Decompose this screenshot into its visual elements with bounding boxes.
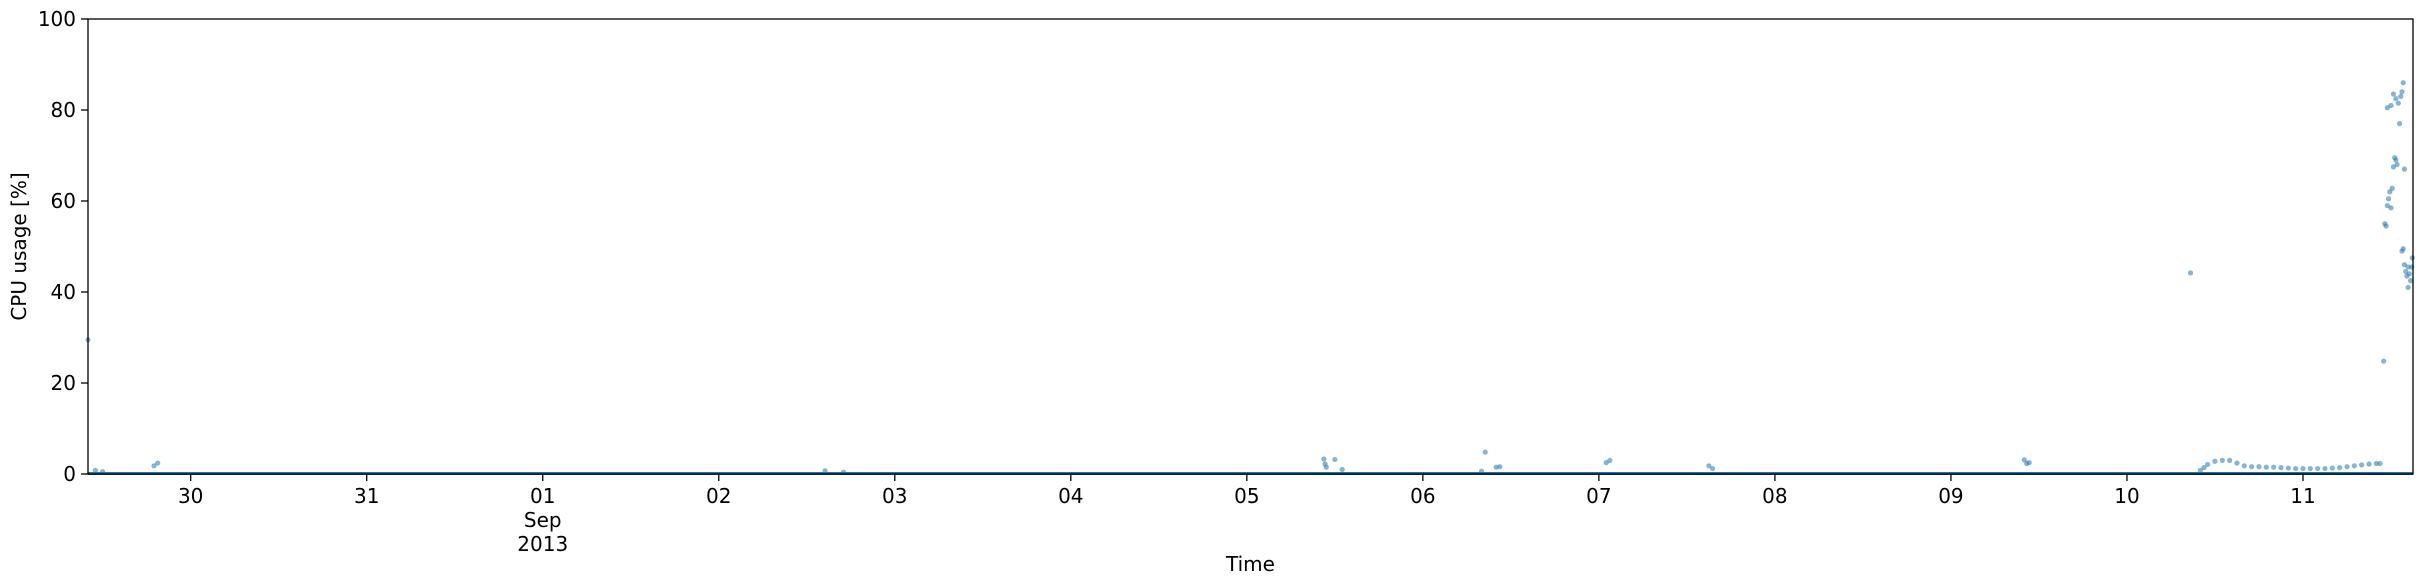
- x-tick-label: 10: [2114, 484, 2139, 508]
- y-tick-label: 60: [51, 189, 76, 213]
- data-point: [2187, 270, 2194, 276]
- x-tick-label: 30: [178, 484, 203, 508]
- y-axis: 0 20 40 60 80 100: [38, 7, 88, 486]
- data-point: [2026, 460, 2032, 466]
- data-point: [155, 460, 161, 466]
- data-point: [2212, 458, 2218, 464]
- data-point: [2381, 358, 2387, 364]
- x-tick-label: 11: [2290, 484, 2315, 508]
- data-point: [2398, 93, 2404, 99]
- data-point: [2241, 463, 2247, 469]
- data-point: [2400, 80, 2406, 86]
- data-point: [2405, 264, 2411, 270]
- x-tick-sublabel: 2013: [517, 532, 568, 556]
- data-point: [2300, 465, 2306, 472]
- data-point: [2219, 457, 2225, 463]
- y-tick-label: 100: [38, 7, 76, 31]
- data-point: [2385, 196, 2392, 202]
- data-point: [2394, 162, 2400, 168]
- y-tick-label: 20: [51, 371, 76, 395]
- data-point: [2249, 464, 2255, 470]
- x-tick-sublabel: Sep: [524, 508, 562, 532]
- data-point: [2293, 465, 2299, 472]
- data-point: [2388, 205, 2394, 211]
- data-point: [2344, 464, 2350, 470]
- x-tick-label: 08: [1762, 484, 1787, 508]
- data-point: [2377, 460, 2383, 467]
- y-tick-label: 40: [51, 280, 76, 304]
- data-point: [1323, 464, 1329, 470]
- data-point: [2205, 461, 2211, 468]
- data-point: [2393, 96, 2399, 102]
- data-point: [2201, 465, 2207, 471]
- data-point: [1332, 456, 1338, 463]
- x-tick-label: 09: [1938, 484, 1963, 508]
- x-tick-label: 02: [706, 484, 731, 508]
- data-point: [2383, 223, 2389, 229]
- data-point: [2263, 464, 2269, 470]
- data-point: [2399, 89, 2405, 95]
- data-point: [2197, 467, 2203, 473]
- x-tick-label: 04: [1058, 484, 1083, 508]
- data-point: [2322, 465, 2328, 472]
- data-point: [2271, 464, 2277, 470]
- data-point: [1321, 456, 1327, 462]
- data-point: [2405, 284, 2411, 291]
- data-point: [2400, 246, 2406, 252]
- y-axis-label: CPU usage [%]: [7, 172, 31, 320]
- data-point: [1706, 463, 1712, 469]
- data-point: [2396, 121, 2403, 127]
- data-point: [2329, 465, 2335, 471]
- data-point: [2021, 457, 2027, 463]
- data-point: [2395, 100, 2401, 106]
- data-point: [2387, 189, 2393, 195]
- data-point: [1478, 468, 1485, 474]
- data-point: [2359, 462, 2365, 468]
- data-point: [2278, 465, 2284, 471]
- data-point: [2315, 465, 2321, 472]
- x-tick-label: 05: [1234, 484, 1259, 508]
- data-point: [2389, 185, 2395, 191]
- data-point: [2393, 157, 2399, 163]
- axes-frame: [87, 18, 2414, 475]
- data-point: [1497, 464, 1503, 470]
- data-point: [1339, 466, 1345, 473]
- data-point: [822, 468, 828, 474]
- plot-area: [85, 80, 2415, 476]
- x-tick-label: 07: [1586, 484, 1611, 508]
- data-point: [2401, 166, 2408, 172]
- x-tick-label: 31: [354, 484, 379, 508]
- data-point: [2285, 465, 2291, 471]
- data-point: [2390, 91, 2397, 97]
- data-point: [100, 469, 106, 475]
- data-point: [2351, 463, 2357, 469]
- data-point: [2307, 465, 2313, 472]
- data-point: [2406, 271, 2412, 277]
- data-point: [2388, 102, 2394, 109]
- y-tick-label: 0: [63, 462, 76, 486]
- data-point: [2234, 460, 2240, 466]
- data-point: [92, 467, 98, 473]
- data-point: [2407, 278, 2414, 284]
- data-point: [2373, 460, 2379, 467]
- x-tick-label: 03: [882, 484, 907, 508]
- x-axis-label: Time: [1225, 552, 1275, 576]
- data-point: [1709, 465, 1716, 472]
- data-point: [2227, 457, 2233, 463]
- data-point: [2366, 461, 2372, 467]
- data-point: [2337, 465, 2343, 471]
- data-point: [1482, 449, 1488, 455]
- x-tick-label: 01: [530, 484, 555, 508]
- data-point: [151, 463, 157, 469]
- data-point: [1607, 457, 1613, 463]
- y-tick-label: 80: [51, 98, 76, 122]
- data-point: [2256, 464, 2262, 470]
- x-tick-label: 06: [1410, 484, 1435, 508]
